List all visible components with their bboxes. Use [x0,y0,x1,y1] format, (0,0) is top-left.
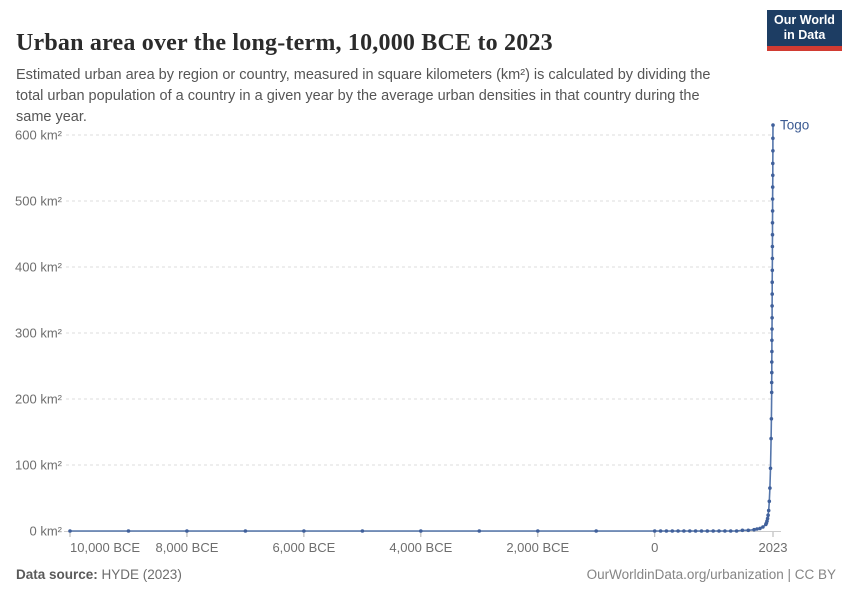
x-axis-tick-label: 8,000 BCE [156,540,219,555]
y-axis-tick-label: 300 km² [15,326,63,341]
data-point[interactable] [770,327,774,331]
chart-subtitle: Estimated urban area by region or countr… [16,66,711,125]
x-axis-tick-label: 2023 [759,540,788,555]
data-point[interactable] [711,529,715,533]
owid-logo[interactable]: Our World in Data [767,10,842,51]
data-point[interactable] [770,292,774,296]
data-point[interactable] [770,221,775,225]
data-point[interactable] [769,436,773,441]
data-point[interactable] [770,232,775,237]
data-point[interactable] [688,529,692,533]
page-title: Urban area over the long-term, 10,000 BC… [16,30,553,57]
data-point[interactable] [676,529,680,533]
data-point[interactable] [734,529,739,533]
data-point[interactable] [771,173,775,178]
x-axis-tick-label: 10,000 BCE [70,540,140,555]
data-point[interactable] [728,529,733,533]
data-point[interactable] [594,529,598,533]
data-point[interactable] [770,280,774,285]
data-point[interactable] [740,528,745,533]
data-point[interactable] [693,529,698,533]
data-point[interactable] [770,304,774,308]
y-axis-tick-label: 500 km² [15,194,63,209]
data-point[interactable] [717,529,721,533]
data-point[interactable] [658,529,663,533]
data-point[interactable] [752,527,756,532]
y-axis-tick-label: 400 km² [15,260,63,275]
data-point[interactable] [699,529,704,533]
data-point[interactable] [682,529,686,533]
data-point[interactable] [302,529,306,533]
data-point[interactable] [771,149,775,153]
data-point[interactable] [770,370,774,375]
data-point[interactable] [766,508,771,513]
owid-logo-line2: in Data [783,28,826,42]
data-point[interactable] [243,529,248,533]
data-point[interactable] [769,380,774,385]
data-point[interactable] [769,390,774,395]
data-point[interactable] [766,513,770,517]
data-point[interactable] [536,529,540,533]
data-point[interactable] [765,516,770,521]
data-point[interactable] [758,526,762,531]
chart-footer: Data source: HYDE (2023) OurWorldinData.… [16,567,836,582]
y-axis-tick-label: 0 km² [30,524,63,539]
data-source-value: HYDE (2023) [97,567,182,582]
data-point[interactable] [770,268,775,273]
y-axis-tick-label: 200 km² [15,392,63,407]
data-point[interactable] [770,256,775,261]
data-point[interactable] [768,486,772,490]
data-point[interactable] [360,529,365,533]
y-axis-tick-label: 600 km² [15,128,63,143]
data-point[interactable] [770,316,774,320]
data-point[interactable] [652,529,657,533]
footer-link[interactable]: OurWorldinData.org/urbanization | CC BY [586,567,836,582]
x-axis-tick-label: 4,000 BCE [389,540,452,555]
data-point[interactable] [419,529,423,533]
data-point[interactable] [126,529,131,533]
y-axis-tick-label: 100 km² [15,458,63,473]
series-line[interactable] [69,124,774,532]
data-point[interactable] [770,349,774,354]
data-point[interactable] [755,527,759,531]
x-axis-tick-label: 6,000 BCE [272,540,335,555]
data-point[interactable] [769,417,774,421]
data-point[interactable] [723,529,727,533]
data-point[interactable] [768,466,773,471]
data-point[interactable] [68,529,72,533]
series-end-label[interactable]: Togo [780,118,809,133]
data-point[interactable] [771,123,775,127]
data-point[interactable] [770,209,775,213]
data-point[interactable] [746,528,751,533]
data-point[interactable] [185,529,189,533]
data-point[interactable] [477,529,482,533]
data-point[interactable] [770,185,775,189]
data-point[interactable] [771,136,775,141]
data-source-label: Data source: [16,567,98,582]
x-axis-tick-label: 2,000 BCE [506,540,569,555]
data-point[interactable] [771,161,775,166]
data-point[interactable] [670,529,675,533]
data-point[interactable] [767,499,772,504]
x-axis-tick-label: 0 [651,540,658,555]
data-point[interactable] [761,525,765,529]
data-point[interactable] [664,529,669,533]
data-point[interactable] [770,244,775,249]
data-point[interactable] [770,197,775,201]
owid-logo-line1: Our World [774,12,835,27]
data-point[interactable] [770,360,774,364]
data-source: Data source: HYDE (2023) [16,567,182,582]
data-point[interactable] [705,529,710,533]
data-point[interactable] [770,338,774,343]
